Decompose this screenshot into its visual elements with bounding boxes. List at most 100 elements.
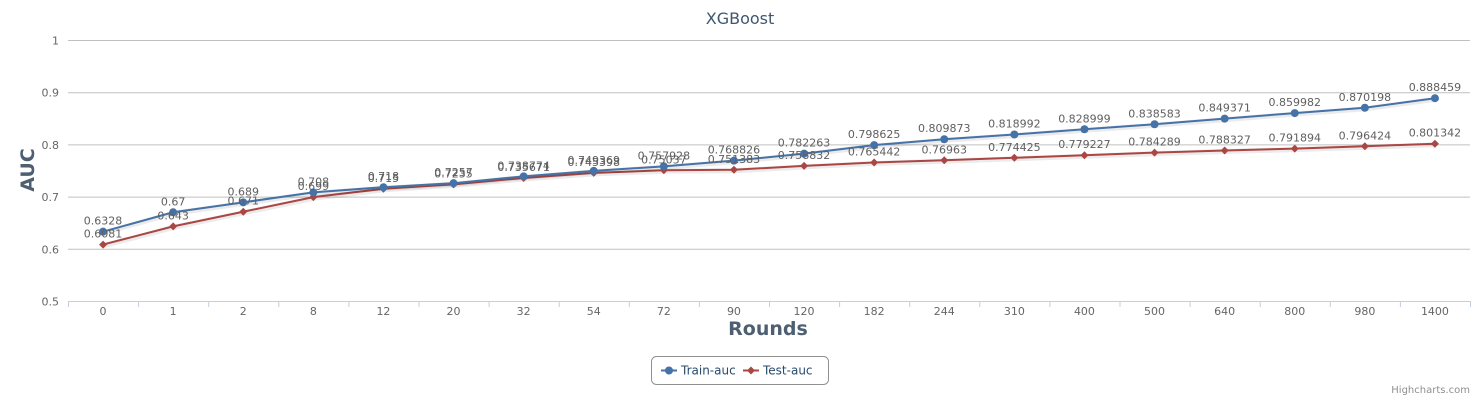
data-label: 0.838583	[1128, 107, 1181, 120]
legend-label: Test-auc	[762, 364, 813, 378]
x-tick-label: 244	[934, 305, 955, 318]
data-point[interactable]	[940, 156, 949, 165]
data-label: 0.749369	[568, 154, 621, 167]
data-label: 0.699	[298, 180, 330, 193]
data-label: 0.7257	[434, 166, 473, 179]
x-tick-label: 2	[240, 305, 247, 318]
data-point[interactable]	[169, 208, 178, 217]
data-point[interactable]	[589, 166, 598, 175]
data-point[interactable]	[1010, 130, 1019, 139]
legend-item-train-auc[interactable]: Train-auc	[661, 364, 736, 378]
data-point[interactable]	[729, 156, 738, 165]
x-tick-label: 980	[1354, 305, 1375, 318]
data-point[interactable]	[1010, 153, 1019, 162]
data-label: 0.757928	[638, 149, 691, 162]
data-label: 0.758832	[778, 149, 831, 162]
data-label: 0.75037	[641, 153, 687, 166]
data-label: 0.735671	[497, 161, 550, 174]
x-tick-label: 640	[1214, 305, 1235, 318]
data-point[interactable]	[800, 161, 809, 170]
x-tick-label: 400	[1074, 305, 1095, 318]
y-tick-label: 0.6	[42, 243, 60, 256]
data-point[interactable]	[1150, 148, 1159, 157]
data-label: 0.671	[228, 195, 260, 208]
data-point[interactable]	[309, 188, 318, 197]
y-tick-label: 0.9	[42, 87, 60, 100]
data-point[interactable]	[1360, 103, 1369, 112]
x-tick-label: 20	[447, 305, 461, 318]
data-point[interactable]	[449, 179, 458, 188]
data-point[interactable]	[1290, 144, 1299, 153]
series-line	[102, 142, 1435, 246]
data-label: 0.788327	[1198, 133, 1251, 146]
data-point[interactable]	[729, 165, 738, 174]
x-axis-title: Rounds	[728, 318, 808, 340]
data-label: 0.828999	[1058, 112, 1111, 125]
data-point[interactable]	[239, 207, 248, 216]
data-label: 0.782263	[778, 137, 831, 150]
data-point[interactable]	[1080, 151, 1089, 160]
legend-item-test-auc[interactable]: Test-auc	[743, 364, 813, 378]
data-point[interactable]	[800, 149, 809, 158]
x-tick-label: 90	[727, 305, 741, 318]
data-point[interactable]	[1430, 139, 1439, 148]
x-tick-label: 54	[587, 305, 601, 318]
data-label: 0.765442	[848, 145, 901, 158]
data-label: 0.751383	[708, 153, 761, 166]
data-point[interactable]	[1150, 120, 1159, 129]
chart-title: XGBoost	[706, 9, 775, 28]
data-label: 0.708	[298, 175, 330, 188]
data-point[interactable]	[870, 158, 879, 167]
data-point[interactable]	[99, 227, 108, 236]
x-tick-label: 12	[376, 305, 390, 318]
series-line-shadow	[103, 142, 1437, 248]
x-tick-label: 72	[657, 305, 671, 318]
data-label: 0.6081	[84, 228, 123, 241]
data-point[interactable]	[519, 172, 528, 181]
data-point[interactable]	[239, 198, 248, 207]
data-label: 0.718	[368, 170, 400, 183]
data-label: 0.798625	[848, 128, 901, 141]
x-tick-label: 800	[1284, 305, 1305, 318]
x-tick-label: 1400	[1421, 305, 1449, 318]
data-point[interactable]	[169, 222, 178, 231]
data-label: 0.888459	[1409, 81, 1462, 94]
data-label: 0.791894	[1269, 132, 1322, 145]
data-point[interactable]	[1290, 109, 1299, 118]
data-point[interactable]	[659, 162, 668, 171]
data-label: 0.768826	[708, 144, 761, 157]
data-point[interactable]	[1080, 125, 1089, 134]
data-label: 0.67	[161, 195, 186, 208]
data-point[interactable]	[1360, 142, 1369, 151]
data-label: 0.859982	[1269, 96, 1322, 109]
data-point[interactable]	[1220, 146, 1229, 155]
legend: Train-auc Test-auc	[651, 356, 829, 385]
data-label: 0.738774	[497, 159, 550, 172]
data-label: 0.870198	[1339, 91, 1392, 104]
series-line	[102, 97, 1436, 233]
data-label: 0.779227	[1058, 138, 1111, 151]
y-tick-label: 1	[52, 35, 59, 48]
data-label: 0.76963	[922, 143, 968, 156]
y-tick-label: 0.7	[42, 191, 60, 204]
data-point[interactable]	[870, 141, 879, 150]
data-point[interactable]	[379, 183, 388, 192]
data-point[interactable]	[940, 135, 949, 144]
data-point[interactable]	[99, 240, 108, 249]
x-tick-label: 310	[1004, 305, 1025, 318]
x-tick-label: 8	[310, 305, 317, 318]
data-label: 0.643	[157, 209, 189, 222]
y-axis-title: AUC	[17, 148, 39, 192]
plot-series	[99, 94, 1439, 249]
data-point[interactable]	[1430, 94, 1439, 103]
data-point[interactable]	[1220, 114, 1229, 123]
data-labels: 0.6081 0.643 0.671 0.699 0.715 0.7235 0.735671…	[84, 81, 1461, 240]
data-label: 0.818992	[988, 117, 1041, 130]
highcharts-credits[interactable]: Highcharts.com	[1391, 385, 1470, 396]
data-label: 0.6328	[84, 215, 123, 228]
x-tick-label: 120	[794, 305, 815, 318]
data-label: 0.7235	[434, 167, 473, 180]
x-tick-label: 32	[517, 305, 531, 318]
x-tick-label: 182	[864, 305, 885, 318]
